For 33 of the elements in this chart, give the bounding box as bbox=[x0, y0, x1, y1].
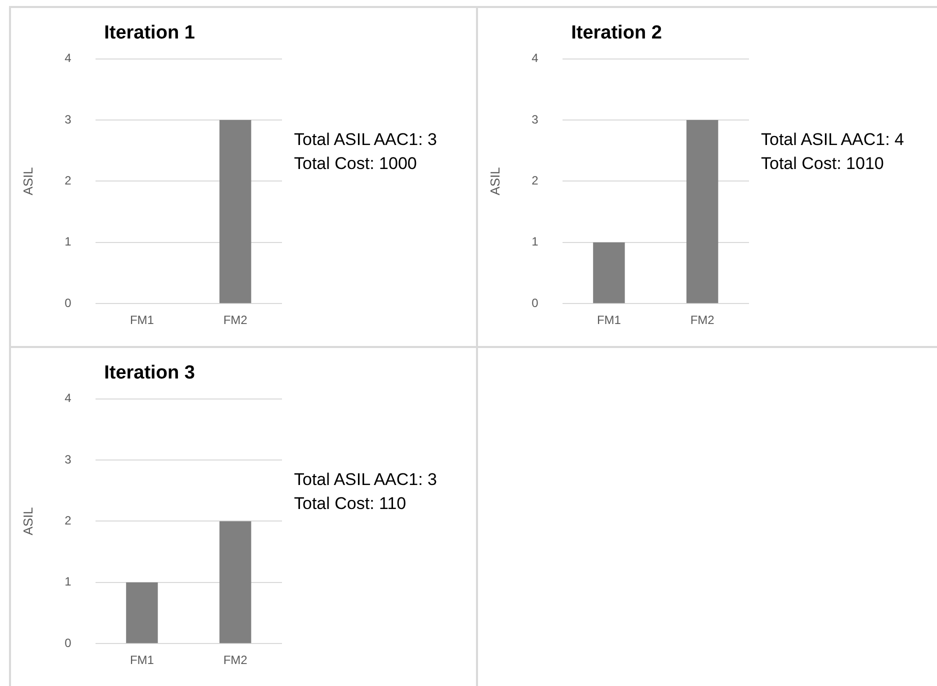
y-tick-label: 2 bbox=[64, 514, 72, 528]
chart-title: Iteration 2 bbox=[571, 22, 662, 44]
chart-title: Iteration 3 bbox=[104, 362, 195, 384]
y-tick-label: 1 bbox=[64, 234, 72, 249]
y-tick-label: 4 bbox=[532, 51, 539, 66]
y-tick-label: 1 bbox=[532, 234, 539, 249]
text: Total ASIL AAC1: 4 bbox=[761, 129, 904, 151]
chart-title: Iteration 1 bbox=[104, 22, 196, 44]
y-tick-label: 2 bbox=[64, 174, 72, 188]
text: Total Cost: 1010 bbox=[761, 153, 885, 175]
x-tick-label: FM1 bbox=[130, 313, 154, 328]
text: Total Cost: 110 bbox=[294, 493, 408, 515]
y-tick-label: 3 bbox=[64, 452, 72, 466]
y-tick-label: 3 bbox=[64, 112, 72, 126]
x-tick-label: FM1 bbox=[130, 653, 154, 668]
y-tick-label: 3 bbox=[532, 112, 539, 126]
y-tick-label: 4 bbox=[64, 391, 72, 406]
text: Total ASIL AAC1: 3 bbox=[294, 129, 438, 151]
x-tick-label: FM1 bbox=[596, 313, 622, 328]
y-axis-title: ASIL bbox=[487, 167, 502, 196]
y-tick-label: 0 bbox=[64, 296, 72, 310]
x-tick-label: FM2 bbox=[223, 313, 248, 328]
y-tick-label: 0 bbox=[532, 296, 539, 310]
text: Total Cost: 1000 bbox=[294, 153, 418, 175]
y-tick-label: 2 bbox=[532, 174, 539, 188]
y-tick-label: 0 bbox=[64, 636, 72, 650]
text: Total ASIL AAC1: 3 bbox=[294, 469, 438, 491]
y-tick-label: 4 bbox=[64, 51, 72, 66]
y-axis-title: ASIL bbox=[20, 507, 36, 536]
x-tick-label: FM2 bbox=[690, 313, 715, 328]
y-tick-label: 1 bbox=[64, 574, 72, 589]
y-axis-title: ASIL bbox=[20, 167, 36, 196]
x-tick-label: FM2 bbox=[223, 653, 248, 668]
